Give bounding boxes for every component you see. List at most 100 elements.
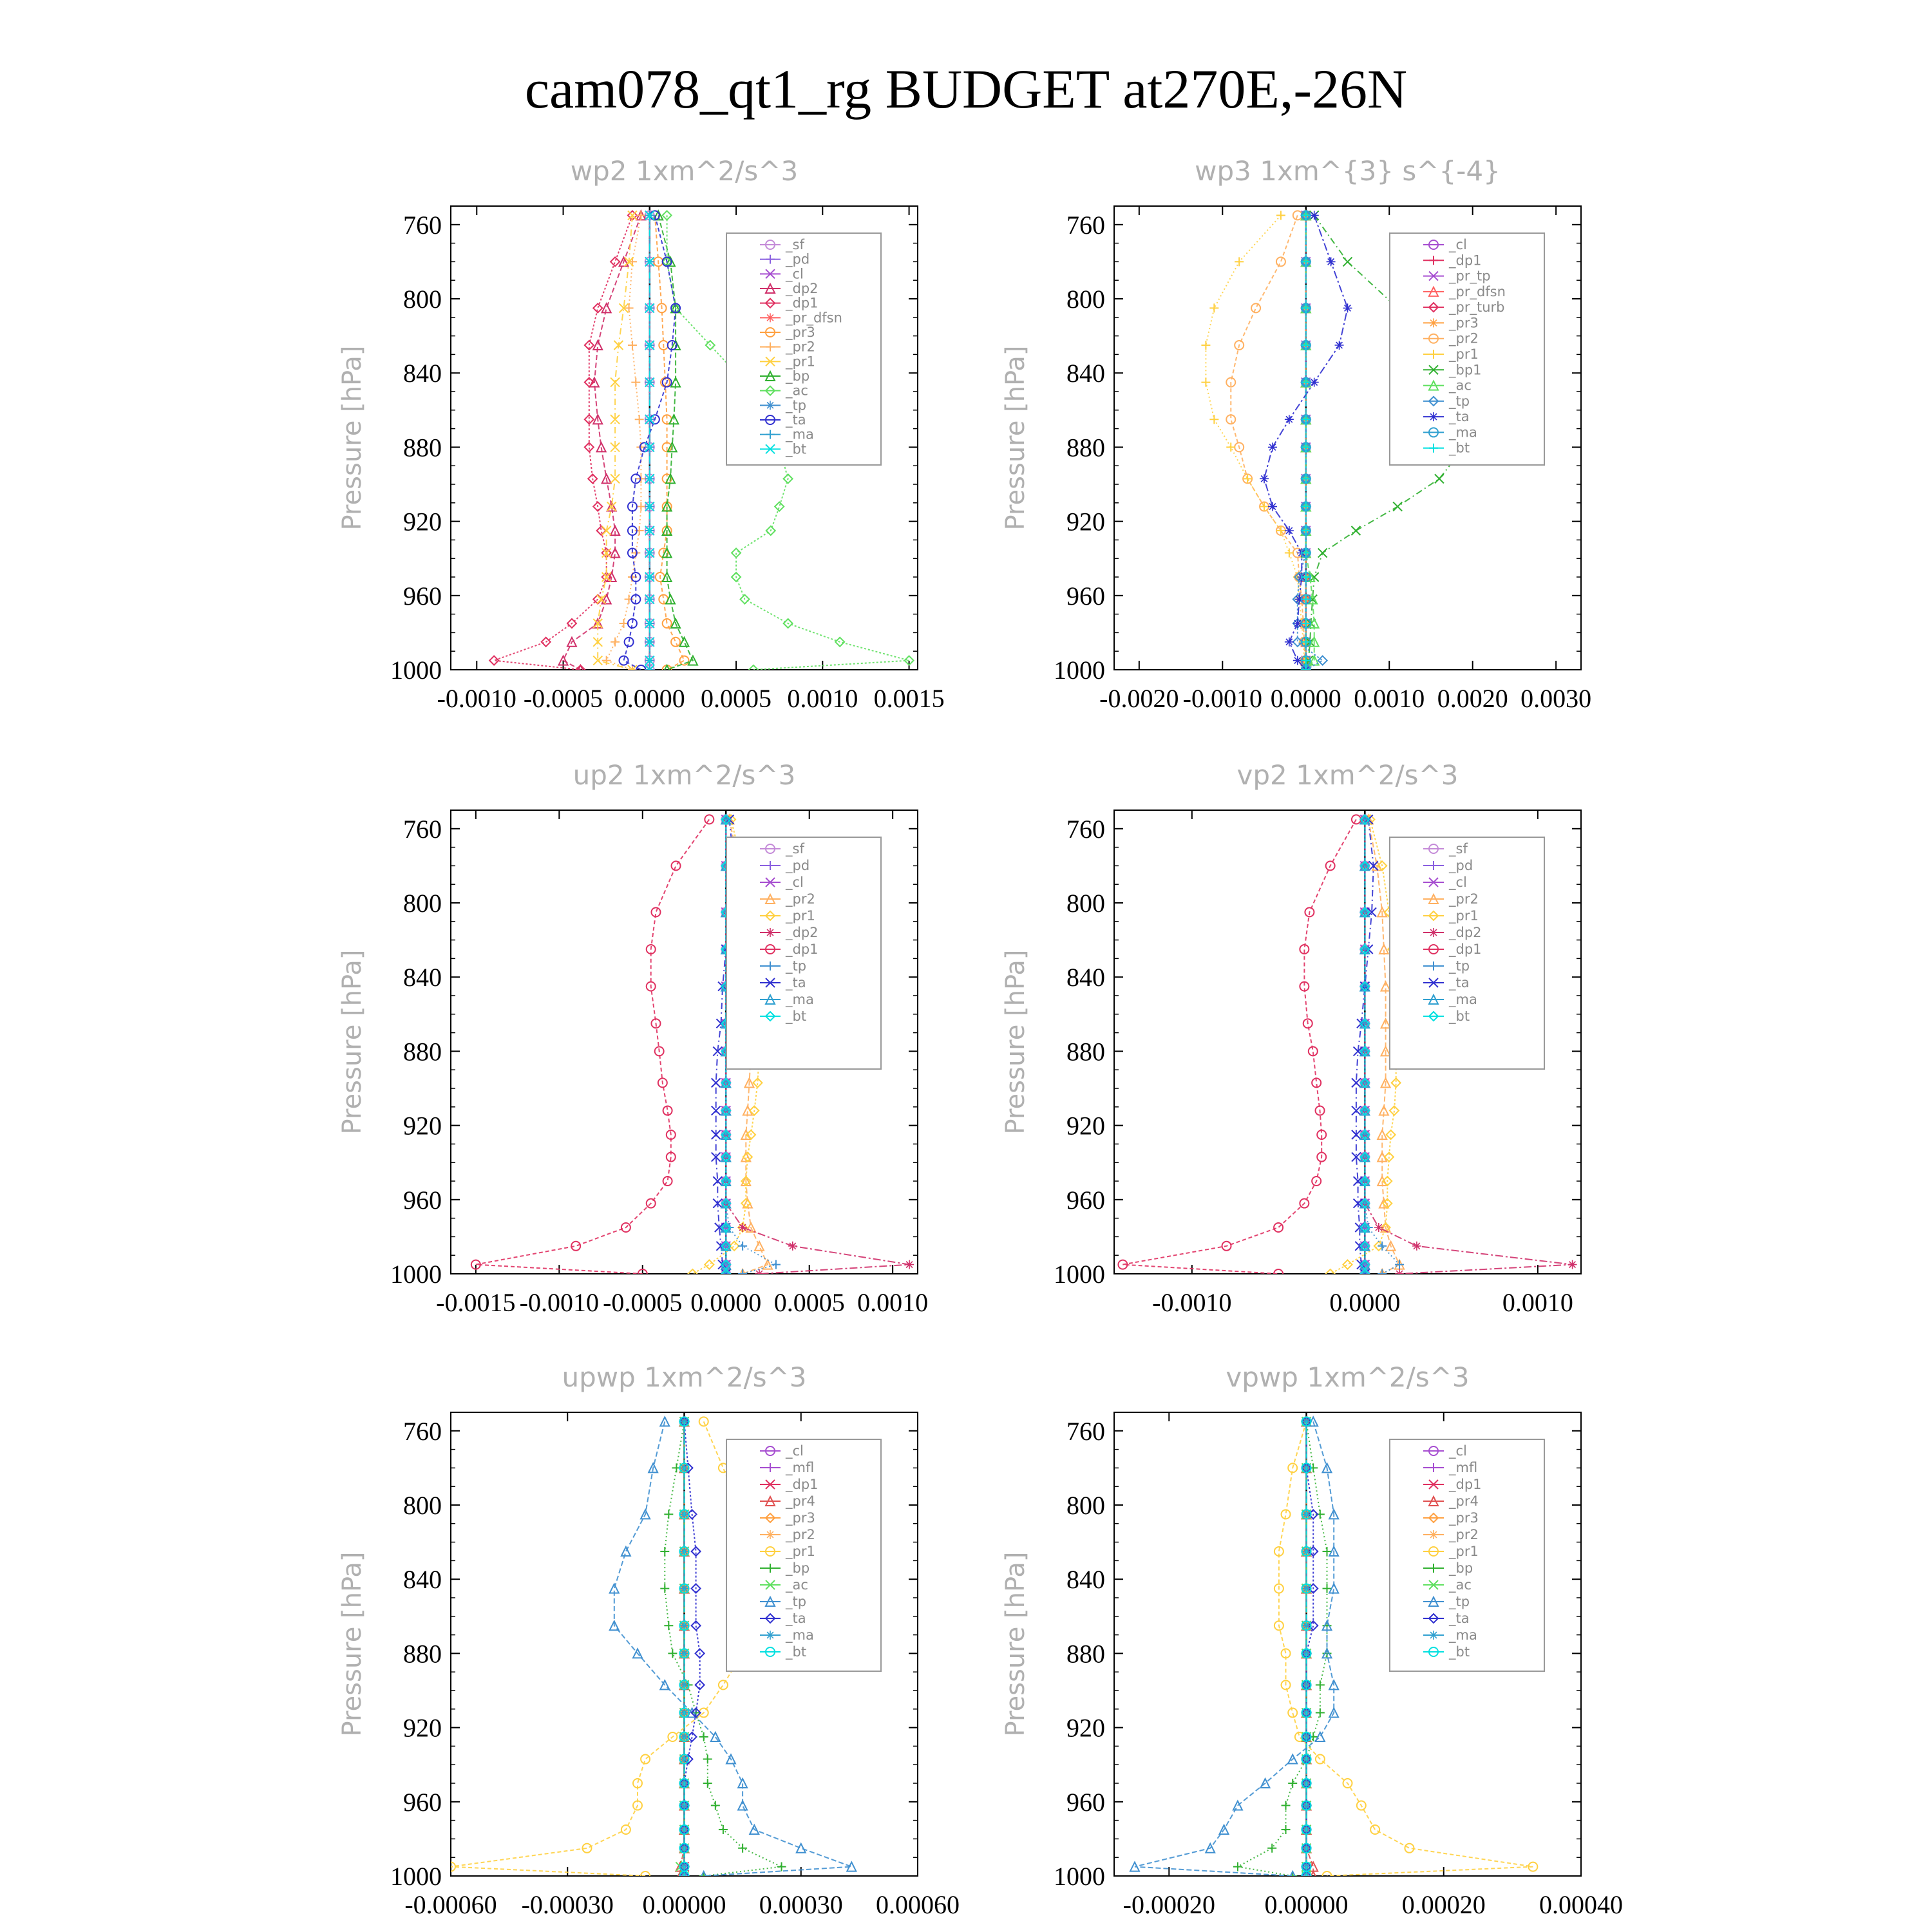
data-point-pr1 [1273, 1583, 1284, 1594]
data-point-tp [659, 1679, 670, 1690]
data-point-pr1 [1284, 548, 1294, 558]
data-point-dp1 [566, 618, 578, 629]
series-line-pr1 [597, 215, 633, 670]
legend-box [1389, 232, 1545, 466]
legend-marker [1429, 961, 1438, 971]
panel-title: upwp 1xm^2/s^3 [562, 1361, 807, 1393]
data-point-ac [661, 209, 673, 221]
legend-label: _bt [785, 1644, 806, 1660]
legend-label: _pr_turb [1448, 299, 1504, 316]
x-tick-label: 0.0005 [774, 1288, 845, 1317]
data-point-dp2 [589, 376, 600, 388]
data-point-bp [678, 636, 690, 647]
legend-marker [1428, 1580, 1439, 1590]
series-line-dp1 [475, 819, 710, 1274]
data-point-dp1 [571, 1240, 582, 1251]
data-point-tp [1328, 1679, 1340, 1690]
series-group [1201, 209, 1478, 670]
data-point-bt [645, 442, 655, 453]
legend-label: _bp1 [1448, 362, 1482, 378]
data-point-dp1 [665, 1130, 676, 1140]
y-tick-label: 960 [1066, 1788, 1105, 1817]
data-point-bp1 [1350, 526, 1361, 536]
data-point-dp2 [609, 547, 621, 558]
data-point-bp1 [1434, 473, 1444, 484]
data-point-bt [645, 414, 655, 424]
data-point-pr1 [667, 1732, 678, 1742]
data-point-pr1 [610, 414, 620, 424]
data-point-tp [748, 1823, 760, 1835]
data-point-pr2 [631, 377, 641, 387]
data-point-bt [720, 1151, 732, 1162]
data-point-dp2 [609, 524, 621, 536]
legend-marker [765, 844, 775, 854]
data-point-ma [1302, 1584, 1311, 1593]
legend-marker [1428, 395, 1439, 407]
data-point-pr1 [748, 1105, 760, 1116]
data-point-bp [668, 413, 680, 425]
legend-label: _pr2 [785, 891, 815, 907]
data-point-bt [720, 1268, 732, 1274]
data-point-ac [739, 594, 750, 605]
data-point-tp [1321, 1462, 1333, 1473]
x-tick-label: -0.00020 [1123, 1890, 1215, 1919]
data-point-dp2 [905, 1260, 914, 1269]
data-point-tp [1395, 1260, 1405, 1269]
data-point-pr1 [607, 501, 617, 512]
y-tick-label: 1000 [1054, 1862, 1105, 1891]
y-tick-label: 880 [403, 433, 442, 462]
data-point-bp [1281, 1801, 1291, 1810]
legend-marker [1429, 1564, 1438, 1573]
data-point-bt [645, 572, 655, 582]
data-point-bt [1301, 637, 1311, 647]
data-point-dp1 [592, 302, 603, 314]
data-point-bp [661, 524, 673, 536]
legend-label: _mfl [1448, 1460, 1477, 1476]
data-point-bt [1359, 906, 1370, 918]
data-point-tp [1378, 1241, 1387, 1251]
data-point-tp [1321, 1647, 1333, 1659]
series-line-dp2 [562, 215, 642, 670]
legend-label: _pr3 [1448, 1510, 1479, 1526]
data-point-bt [679, 1463, 690, 1473]
plot-frame [1113, 810, 1582, 1274]
data-point-dp2 [738, 1223, 748, 1232]
data-point-bp [665, 593, 676, 605]
y-tick-label: 960 [1066, 582, 1105, 611]
data-point-bt [645, 303, 655, 314]
data-point-bt [1301, 1620, 1312, 1631]
data-point-bt [1301, 474, 1311, 484]
legend-marker [765, 1580, 775, 1590]
x-tick-label: 0.00020 [1402, 1890, 1486, 1919]
data-point-dp1 [650, 1018, 661, 1029]
data-point-pr2 [1379, 1045, 1392, 1057]
data-point-bt [1301, 1778, 1312, 1788]
data-point-pr1 [627, 665, 638, 670]
legend-marker [764, 1512, 776, 1524]
legend-marker [766, 1463, 775, 1472]
data-point-dp1 [587, 473, 598, 484]
y-axis-label: Pressure [hPa] [1001, 346, 1030, 531]
data-point-bp [710, 1801, 720, 1810]
data-point-pr1 [1370, 1824, 1381, 1835]
y-tick-label: 1000 [1054, 1260, 1105, 1289]
x-tick-label: 0.0010 [1502, 1288, 1573, 1317]
data-point-pr2 [740, 1128, 752, 1140]
legend-label: _tp [785, 397, 806, 413]
data-point-pr1 [451, 1861, 456, 1872]
data-point-dp1 [1314, 1105, 1325, 1116]
data-point-bt [1359, 943, 1370, 955]
data-point-ta [1334, 341, 1344, 350]
data-point-bt [1359, 1151, 1370, 1162]
data-point-dp1 [657, 1077, 668, 1088]
legend-marker [766, 401, 775, 410]
data-point-dp1 [583, 377, 595, 388]
legend-label: _tp [785, 958, 806, 974]
legend-marker [765, 1479, 775, 1490]
data-point-bt [679, 1871, 690, 1876]
data-point-pr1 [1235, 257, 1244, 267]
data-point-dp1 [670, 860, 681, 871]
series-line-pr1 [1205, 214, 1307, 670]
legend-marker [764, 1010, 776, 1022]
legend-marker [765, 327, 775, 337]
